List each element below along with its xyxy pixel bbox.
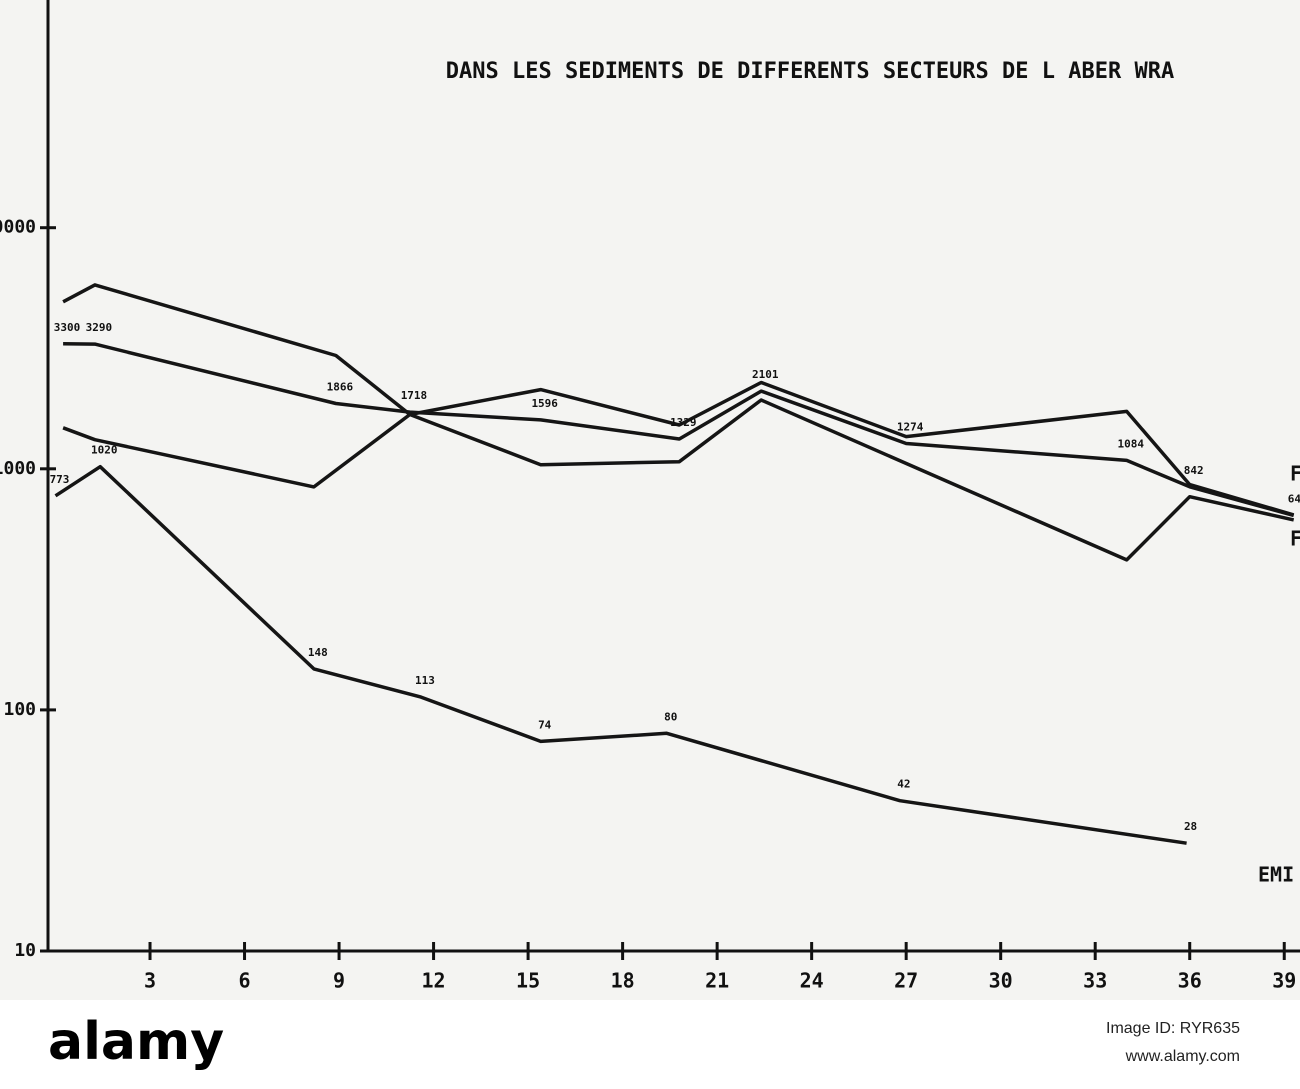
- y-tick-label: 10: [14, 940, 36, 961]
- x-tick-label: 39: [1272, 969, 1296, 993]
- data-label: 1718: [401, 389, 428, 402]
- annotation: EMI: [1258, 863, 1294, 887]
- x-tick-label: 21: [705, 969, 729, 993]
- data-label: 3300: [54, 321, 81, 334]
- x-tick-label: 6: [239, 969, 251, 993]
- x-tick-label: 15: [516, 969, 540, 993]
- data-label: 1084: [1117, 437, 1144, 450]
- y-tick-label: 100: [3, 699, 36, 720]
- x-tick-label: 3: [144, 969, 156, 993]
- data-label: 3290: [86, 321, 113, 334]
- image-id: Image ID: RYR635: [1106, 1020, 1240, 1037]
- x-tick-label: 18: [611, 969, 635, 993]
- data-label: 773: [50, 473, 70, 486]
- annotation: F: [1290, 462, 1300, 486]
- line: [62, 398, 1295, 562]
- data-label: 640: [1288, 493, 1300, 506]
- data-label: 148: [308, 646, 328, 659]
- chart: DANS LES SEDIMENTS DE DIFFERENTS SECTEUR…: [0, 0, 1300, 1000]
- url: www.alamy.com: [1125, 1048, 1240, 1065]
- line: [62, 283, 1295, 517]
- data-label: 28: [1184, 820, 1197, 833]
- data-label: 1274: [897, 420, 924, 433]
- x-tick-label: 9: [333, 969, 345, 993]
- data-label: 2101: [752, 368, 779, 381]
- footer: alamy Image ID: RYR635 www.alamy.com: [0, 1000, 1300, 1089]
- data-label: 1866: [327, 380, 354, 393]
- x-tick-label: 27: [894, 969, 918, 993]
- line: [63, 342, 1295, 518]
- data-label: 74: [538, 718, 552, 731]
- x-tick-label: 30: [989, 969, 1013, 993]
- x-tick-label: 24: [800, 969, 824, 993]
- data-label: 1020: [91, 444, 118, 457]
- x-tick-label: 36: [1178, 969, 1202, 993]
- data-label: 80: [664, 710, 677, 723]
- data-label: 1596: [531, 397, 558, 410]
- logo: alamy: [48, 1012, 225, 1072]
- data-label: 842: [1184, 464, 1204, 477]
- chart-title: DANS LES SEDIMENTS DE DIFFERENTS SECTEUR…: [446, 59, 1174, 84]
- annotation: F: [1290, 527, 1300, 551]
- data-label: 113: [415, 674, 435, 687]
- data-label: 42: [897, 778, 910, 791]
- x-tick-label: 33: [1083, 969, 1107, 993]
- data-label: 1329: [670, 416, 697, 429]
- line: [54, 464, 1187, 845]
- x-tick-label: 12: [422, 969, 446, 993]
